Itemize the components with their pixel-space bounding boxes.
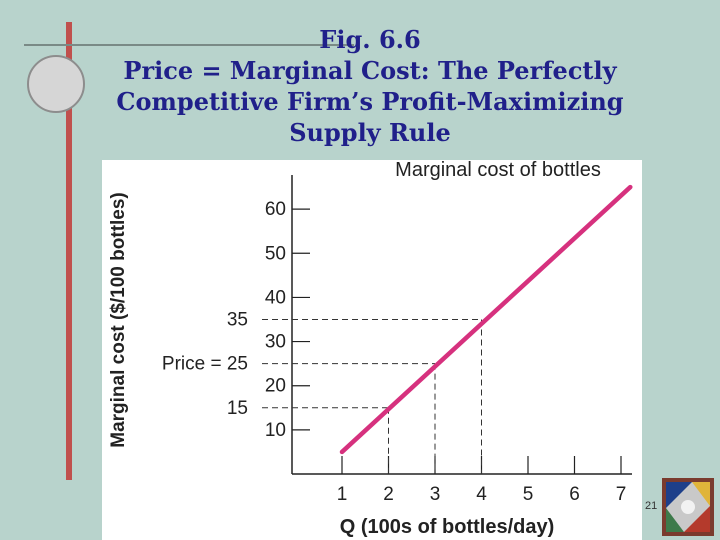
- price-annotation-label: Price = 25: [162, 354, 248, 375]
- price-annotation-label: 35: [227, 310, 248, 331]
- y-tick-label: 60: [265, 199, 286, 220]
- y-tick-label: 40: [265, 287, 286, 308]
- x-tick-label: 1: [337, 484, 348, 505]
- x-tick-label: 7: [616, 484, 627, 505]
- y-tick-label: 20: [265, 376, 286, 397]
- y-axis-title: Marginal cost ($/100 bottles): [108, 192, 129, 448]
- x-tick-label: 3: [430, 484, 441, 505]
- x-tick-label: 6: [569, 484, 580, 505]
- decorative-circle: [27, 55, 85, 113]
- x-tick-label: 4: [476, 484, 487, 505]
- title-line-1: Fig. 6.6: [319, 25, 421, 54]
- series-label: Marginal cost of bottles: [395, 160, 601, 181]
- title-line-4: Supply Rule: [289, 118, 451, 147]
- marginal-cost-line: [339, 184, 633, 455]
- slide-title: Fig. 6.6 Price = Marginal Cost: The Perf…: [95, 24, 645, 148]
- x-axis-title: Q (100s of bottles/day): [340, 516, 555, 538]
- marginal-cost-chart: 10 20 30 40 50 60 1 2 3 4 5 6 7 35 Price = 25 15 Margina…: [108, 160, 633, 538]
- price-annotation-label: 15: [227, 398, 248, 419]
- decorative-horizontal-line: [24, 44, 354, 46]
- page-number: 21: [645, 500, 658, 512]
- y-tick-label: 30: [265, 332, 286, 353]
- x-tick-label: 2: [383, 484, 394, 505]
- decorative-vertical-bar: [66, 22, 72, 480]
- title-line-2: Price = Marginal Cost: The Perfectly: [123, 56, 617, 85]
- x-tick-label: 5: [523, 484, 534, 505]
- title-line-3: Competitive Firm’s Profit-Maximizing: [116, 87, 624, 116]
- y-tick-label: 50: [265, 243, 286, 264]
- publisher-logo-icon: [662, 478, 714, 536]
- y-tick-label: 10: [265, 420, 286, 441]
- chart-panel: 10 20 30 40 50 60 1 2 3 4 5 6 7 35 Price = 25 15 Margina…: [102, 160, 642, 540]
